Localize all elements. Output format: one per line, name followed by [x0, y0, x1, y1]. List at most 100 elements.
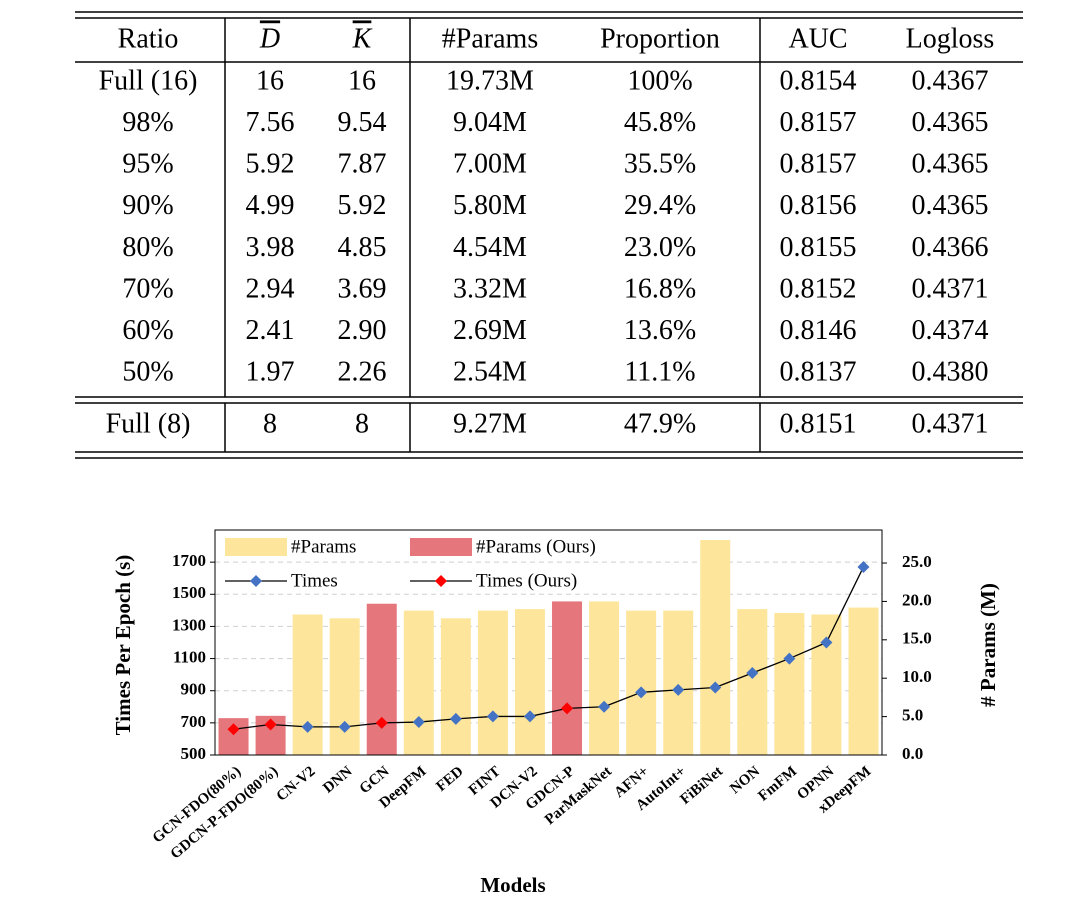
cell: 0.8151: [780, 408, 857, 439]
times-line: [789, 641, 827, 660]
y-tick-label: 900: [181, 680, 207, 699]
y-tick-label: 1700: [172, 551, 206, 570]
y2-tick-label: 20.0: [902, 590, 932, 609]
bar: [552, 601, 583, 755]
y2-tick-label: 5.0: [902, 706, 923, 725]
bar: [292, 614, 323, 755]
times-marker: [709, 681, 722, 694]
cell: 0.4371: [912, 273, 989, 304]
y-axis-label: Times Per Epoch (s): [111, 555, 135, 736]
bar: [774, 612, 805, 755]
times-line: [381, 721, 419, 724]
cell: 0.4367: [912, 65, 989, 96]
times-marker: [338, 720, 351, 733]
table: Ratio D K #Params Proportion AUC Logloss Full (…: [99, 23, 995, 439]
y2-tick-label: 10.0: [902, 667, 932, 686]
cell: 45.8%: [624, 107, 696, 138]
times-line: [603, 691, 642, 708]
x-tick-label: CN-V2: [274, 763, 319, 804]
times-marker: [523, 710, 536, 723]
cell: 13.6%: [624, 315, 696, 346]
bar: [700, 539, 731, 755]
cell: 0.4365: [912, 149, 989, 180]
y2-tick-label: 15.0: [902, 629, 932, 648]
bar: [514, 609, 545, 755]
times-marker: [857, 560, 870, 573]
cell: 5.92: [246, 149, 295, 180]
cell: 9.27M: [453, 408, 527, 439]
times-marker: [635, 686, 648, 699]
cell: 0.4371: [912, 408, 989, 439]
times-line: [752, 657, 790, 674]
y2-tick-label: 0.0: [902, 744, 923, 763]
cell: 95%: [122, 149, 173, 180]
y-tick-label: 1500: [172, 583, 206, 602]
bar: [811, 614, 842, 755]
times-line: [715, 672, 753, 689]
bar: [403, 610, 434, 755]
cell: 0.4365: [912, 107, 989, 138]
cell: 60%: [122, 315, 173, 346]
x-tick-label: DNN: [320, 763, 355, 796]
y-tick-label: 500: [181, 744, 207, 763]
cell: 7.87: [338, 149, 387, 180]
cell: 90%: [122, 190, 173, 221]
header-cell: AUC: [788, 23, 847, 54]
cell: Full (8): [106, 408, 191, 439]
y-tick-label: 1100: [173, 647, 206, 666]
cell: 16: [256, 65, 284, 96]
legend-label: Times (Ours): [476, 570, 577, 591]
y-tick-label: 700: [181, 712, 207, 731]
cell: 4.54M: [453, 232, 527, 263]
times-line: [270, 723, 308, 728]
cell: 8: [263, 408, 277, 439]
bar: [477, 610, 508, 755]
legend-label: #Params (Ours): [476, 536, 596, 557]
cell: 0.8157: [780, 107, 857, 138]
cell: 19.73M: [446, 65, 534, 96]
cell: 0.4374: [912, 315, 989, 346]
times-line: [344, 722, 382, 728]
cell: 1.97: [246, 357, 295, 388]
times-marker: [227, 723, 240, 736]
x-axis-label: Models: [480, 873, 545, 897]
bar: [626, 610, 657, 755]
bar: [737, 609, 768, 755]
times-marker: [820, 636, 833, 649]
cell: 9.04M: [453, 107, 527, 138]
cell: 16.8%: [624, 273, 696, 304]
legend-swatch: [410, 538, 472, 556]
times-line: [233, 723, 271, 730]
y2-axis-label: # Params (M): [976, 583, 1000, 707]
cell: 0.8156: [780, 190, 857, 221]
times-marker: [301, 720, 314, 733]
times-marker: [412, 716, 425, 729]
legend-marker: [250, 575, 262, 587]
header-cell: Proportion: [600, 23, 720, 54]
cell: 2.26: [338, 357, 387, 388]
cell: 80%: [122, 232, 173, 263]
cell: 3.32M: [453, 273, 527, 304]
header-cell: D: [259, 23, 280, 54]
cell: 5.92: [338, 190, 387, 221]
times-marker: [486, 710, 499, 723]
x-tick-label: FiBiNet: [677, 763, 726, 807]
cell: 4.99: [246, 190, 295, 221]
cell: 11.1%: [624, 357, 695, 388]
cell: 3.98: [246, 232, 295, 263]
cell: 0.4366: [912, 232, 989, 263]
cell: 2.69M: [453, 315, 527, 346]
cell: Full (16): [99, 65, 198, 96]
times-marker: [449, 712, 462, 725]
cell: 16: [348, 65, 376, 96]
cell: 70%: [122, 273, 173, 304]
cell: 2.54M: [453, 357, 527, 388]
y-tick-label: 1300: [172, 615, 206, 634]
cell: 2.94: [246, 273, 295, 304]
bar: [366, 603, 397, 755]
times-line: [678, 686, 716, 691]
header-cell: Logloss: [906, 23, 995, 54]
chart: 500 700 900 1100 1300 1500 1700 0.0 5.0 10.0 15.0 2…: [111, 529, 1000, 897]
cell: 5.80M: [453, 190, 527, 221]
